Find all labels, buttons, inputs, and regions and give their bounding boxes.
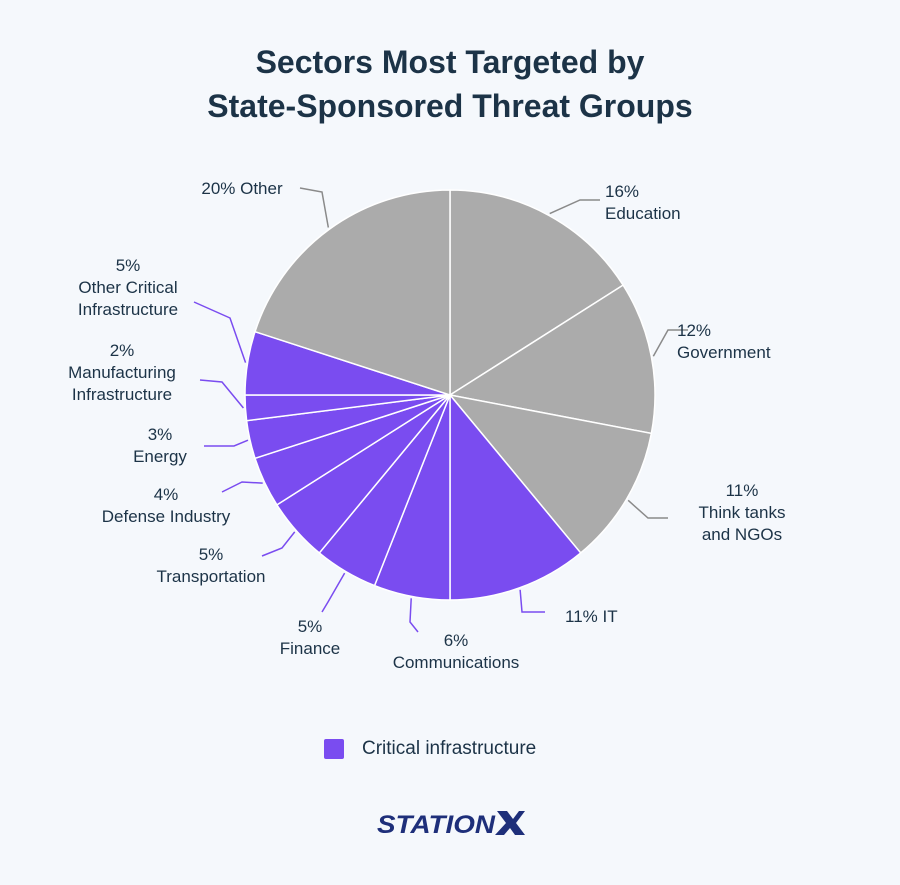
slice-other [254, 189, 451, 397]
slice-label-line: 5% [199, 545, 224, 564]
leader-line [193, 301, 247, 363]
slice-label-line: Energy [133, 447, 187, 466]
logo-x-mark [495, 811, 525, 835]
slice-label-line: Infrastructure [78, 300, 178, 319]
legend-label: Critical infrastructure [362, 738, 537, 759]
leader-line [221, 481, 263, 493]
slice-education [449, 189, 625, 397]
leader-line [519, 589, 545, 613]
chart-title: Sectors Most Targeted by State-Sponsored… [0, 40, 900, 128]
slice-label-line: 6% [444, 631, 469, 650]
slice-label-line: Infrastructure [72, 385, 172, 404]
leader-line [409, 598, 419, 633]
title-line-1: Sectors Most Targeted by [255, 44, 645, 80]
leader-line [199, 379, 244, 409]
legend: Critical infrastructure [324, 738, 536, 760]
legend-swatch-critical [324, 739, 344, 759]
pie-slices [244, 189, 656, 601]
slice-label-line: Defense Industry [102, 507, 231, 526]
leader-line [321, 572, 346, 613]
leader-line [261, 531, 296, 557]
slice-label-line: Finance [280, 639, 340, 658]
slice-label: 12% Government [677, 321, 771, 362]
title-line-2: State-Sponsored Threat Groups [207, 88, 693, 124]
slice-label: 11% IT [565, 607, 618, 626]
slice-label-line: 2% [110, 341, 135, 360]
slice-label-line: Other Critical [78, 278, 177, 297]
slice-label-line: Think tanks [699, 503, 786, 522]
slice-label: 4% Defense Industry [102, 485, 231, 526]
slice-label-line: 3% [148, 425, 173, 444]
slice-label: 2% Manufacturing Infrastructure [68, 341, 176, 404]
slice-label-line: Communications [393, 653, 520, 672]
slice-label-line: Education [605, 204, 681, 223]
slice-label-line: 20% Other [201, 179, 283, 198]
slice-label-line: 11% IT [565, 607, 618, 626]
slice-government [447, 284, 656, 435]
slice-label-line: 16% [605, 182, 639, 201]
slice-label: 5% Other Critical Infrastructure [78, 256, 178, 319]
logo-text: STATION [377, 811, 496, 838]
slice-label-line: 4% [154, 485, 179, 504]
leader-line [627, 499, 668, 519]
stationx-logo: STATION [377, 811, 525, 838]
leader-line [299, 187, 330, 228]
slice-think-tanks-and-ngos [448, 393, 653, 555]
slice-label: 16% Education [605, 182, 681, 223]
slice-it [449, 392, 582, 601]
slice-label: 20% Other [201, 179, 283, 198]
slice-label: 11% Think tanks and NGOs [699, 481, 786, 544]
leader-lines [193, 187, 688, 633]
slice-label-line: 5% [298, 617, 323, 636]
slice-label-line: and NGOs [702, 525, 782, 544]
slice-label-line: Transportation [157, 567, 266, 586]
slice-label: 5% Finance [280, 617, 340, 658]
slice-label-line: 12% [677, 321, 711, 340]
leader-line [204, 439, 249, 447]
slice-label: 5% Transportation [157, 545, 266, 586]
leader-line [549, 199, 600, 215]
slice-label: 3% Energy [133, 425, 187, 466]
leader-line [652, 329, 688, 357]
slice-label-line: Manufacturing [68, 363, 176, 382]
slice-label-line: 11% [726, 481, 759, 500]
slice-label: 6% Communications [393, 631, 520, 672]
slice-label-line: 5% [116, 256, 141, 275]
slice-label-line: Government [677, 343, 771, 362]
slice-labels: 16% Education 12% Government 11% Think tanks a… [68, 179, 785, 672]
